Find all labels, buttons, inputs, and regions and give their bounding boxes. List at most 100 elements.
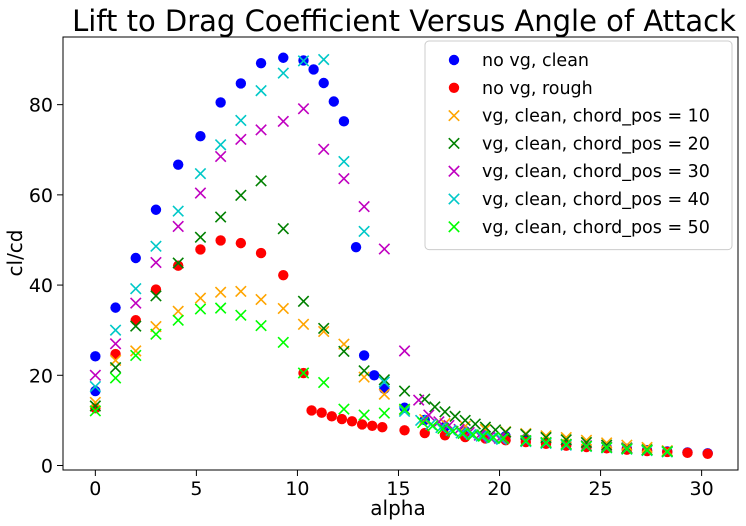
data-point xyxy=(477,430,490,442)
x-tick-label: 15 xyxy=(386,478,410,500)
data-point xyxy=(278,269,289,281)
legend-marker xyxy=(448,54,460,66)
data-point xyxy=(328,96,340,107)
data-point xyxy=(377,421,388,433)
data-point xyxy=(129,320,142,332)
data-point xyxy=(214,139,227,151)
legend-entry: vg, clean, chord_pos = 50 xyxy=(482,218,710,238)
legend-marker xyxy=(448,193,460,205)
data-point xyxy=(399,402,410,413)
x-tick-label: 10 xyxy=(285,478,309,500)
data-point xyxy=(172,260,184,271)
data-point xyxy=(540,436,552,449)
data-point xyxy=(702,448,713,459)
data-points xyxy=(89,52,713,459)
data-point xyxy=(600,441,613,454)
data-point xyxy=(369,370,380,381)
data-point xyxy=(346,416,358,427)
y-tick-label: 60 xyxy=(29,185,53,207)
data-point xyxy=(338,345,350,358)
data-point xyxy=(194,167,207,180)
data-point xyxy=(129,349,142,362)
data-point xyxy=(378,388,391,400)
y-tick-label: 0 xyxy=(41,455,53,477)
data-point xyxy=(338,155,350,168)
data-point xyxy=(89,400,102,412)
legend-entry: vg, clean, chord_pos = 20 xyxy=(482,134,710,154)
data-point xyxy=(297,295,310,308)
data-point xyxy=(90,351,101,362)
data-point xyxy=(398,403,411,415)
chart-title: Lift to Drag Coefficient Versus Angle of… xyxy=(72,4,736,38)
data-point xyxy=(367,420,378,431)
data-point xyxy=(214,286,227,299)
legend-entry: no vg, clean xyxy=(482,51,589,71)
y-tick-label: 40 xyxy=(29,275,53,297)
data-point xyxy=(172,257,184,269)
data-point xyxy=(437,422,449,435)
data-point xyxy=(194,303,207,315)
data-point xyxy=(235,133,247,146)
data-point xyxy=(326,411,337,422)
data-point xyxy=(89,396,102,409)
legend-entry: vg, clean, chord_pos = 40 xyxy=(482,190,710,210)
data-point xyxy=(255,175,267,187)
data-point xyxy=(350,241,362,253)
data-point xyxy=(150,204,162,215)
data-point xyxy=(277,115,290,128)
data-point xyxy=(621,443,633,455)
data-point xyxy=(449,410,461,423)
data-point xyxy=(297,367,310,379)
data-point xyxy=(255,319,267,332)
data-point xyxy=(317,53,330,66)
data-point xyxy=(378,243,391,255)
data-point xyxy=(358,225,370,238)
data-point xyxy=(487,431,500,444)
data-point xyxy=(172,220,184,233)
data-point xyxy=(130,252,141,264)
data-point xyxy=(172,314,184,327)
data-point xyxy=(110,302,121,313)
data-point xyxy=(255,247,267,259)
data-point xyxy=(109,324,122,336)
x-axis-label: alpha xyxy=(370,496,425,520)
data-point xyxy=(338,403,350,415)
data-point xyxy=(682,447,693,459)
data-point xyxy=(358,350,370,361)
data-point xyxy=(358,200,370,213)
legend-marker xyxy=(448,137,460,150)
data-point xyxy=(399,425,410,436)
legend-marker xyxy=(448,82,460,94)
data-point xyxy=(255,124,267,136)
y-axis-label: cl/cd xyxy=(3,230,27,277)
data-point xyxy=(109,337,122,350)
data-point xyxy=(129,282,142,295)
legend-entry: vg, clean, chord_pos = 10 xyxy=(482,107,710,127)
data-point xyxy=(89,380,102,393)
x-tick-label: 25 xyxy=(588,478,612,500)
data-point xyxy=(129,345,142,357)
data-point xyxy=(398,385,411,397)
data-point xyxy=(277,222,290,235)
data-point xyxy=(306,405,317,416)
data-point xyxy=(467,429,480,441)
legend-marker xyxy=(448,221,460,233)
data-point xyxy=(277,336,290,349)
data-point xyxy=(215,97,226,108)
data-point xyxy=(398,345,411,357)
data-point xyxy=(130,315,141,326)
data-point xyxy=(195,131,206,142)
data-point xyxy=(235,237,247,249)
data-point xyxy=(580,440,593,452)
data-point xyxy=(378,374,391,386)
data-point xyxy=(150,240,162,253)
data-point xyxy=(172,159,184,170)
data-point xyxy=(150,328,162,341)
data-point xyxy=(317,376,330,389)
data-point xyxy=(235,114,247,127)
data-point xyxy=(457,427,469,440)
axis-ticks: 0 5 10 15 20 25 30 0 20 40 60 80 xyxy=(29,95,714,500)
data-point xyxy=(356,419,368,430)
data-point xyxy=(277,67,290,79)
